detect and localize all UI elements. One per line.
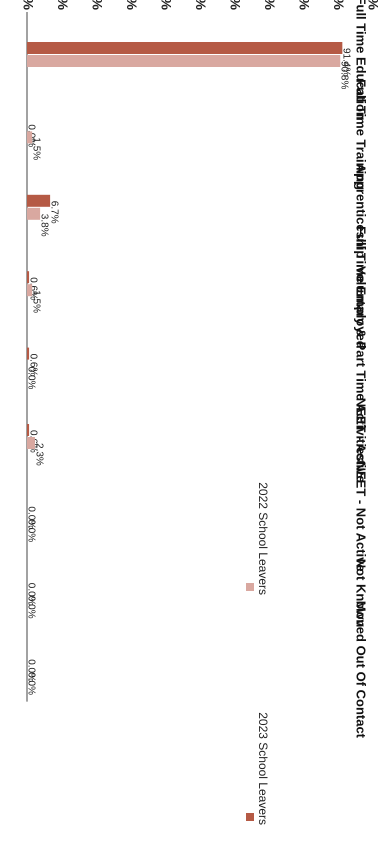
category-label: Full Time Employed [354,226,369,349]
bar-series-1 [27,424,30,436]
data-label: 0.0% [25,583,36,606]
tick-label: 90% [331,0,347,11]
legend-swatch-2 [246,583,254,591]
legend-label: 2023 School Leavers [256,712,270,825]
data-label: 0.0% [25,367,36,390]
data-label: 91.4% [341,48,352,76]
data-label: 3.8% [38,214,49,237]
bar-series-2 [27,437,35,449]
tick-label: 80% [296,0,312,11]
data-label: 1.5% [31,290,42,313]
tick-label: 40% [158,0,174,11]
tick-label: 10% [55,0,71,11]
tick-label: 60% [227,0,243,11]
data-label: 0.0% [25,672,36,695]
data-label: 6.7% [48,201,59,224]
data-label: 1.5% [31,137,42,160]
data-label: 0.0% [25,506,36,529]
tick-label: 50% [193,0,209,11]
category-label: NEET - Not Active [354,462,369,572]
bar-series-2 [27,284,33,297]
bar-series-2 [27,131,33,144]
category-label: Voluntary & Part Time Activities [354,266,369,462]
data-label: 0.0% [25,596,36,619]
bar-series-2 [27,207,41,220]
tick-label: 0% [20,0,36,11]
bar-series-1 [27,194,51,207]
tick-label: 100% [365,0,378,11]
tick-label: 30% [124,0,140,11]
category-label: Not Known [354,559,369,628]
category-label: Full Time Training [354,79,369,190]
bar-series-2 [27,55,341,67]
legend-swatch-1 [246,813,254,821]
bar-series-1 [27,347,30,360]
data-label: 90.8% [339,61,350,89]
data-label: 0.0% [25,659,36,682]
bar-series-1 [27,271,30,284]
data-label: 0.0% [25,519,36,542]
data-label: 0.6% [27,277,38,300]
tick-label: 70% [262,0,278,11]
category-label: Apprenticeship [354,164,369,259]
tick-label: 20% [89,0,105,11]
data-label: 2.3% [33,443,44,466]
bar-series-1 [27,42,343,54]
data-label: 0.6% [27,354,38,377]
legend-label: 2022 School Leavers [256,482,270,595]
category-label: NEET - Active [354,398,369,483]
category-label: Full Time Education [354,0,369,120]
category-label: Moved Out Of Contact [354,601,369,739]
